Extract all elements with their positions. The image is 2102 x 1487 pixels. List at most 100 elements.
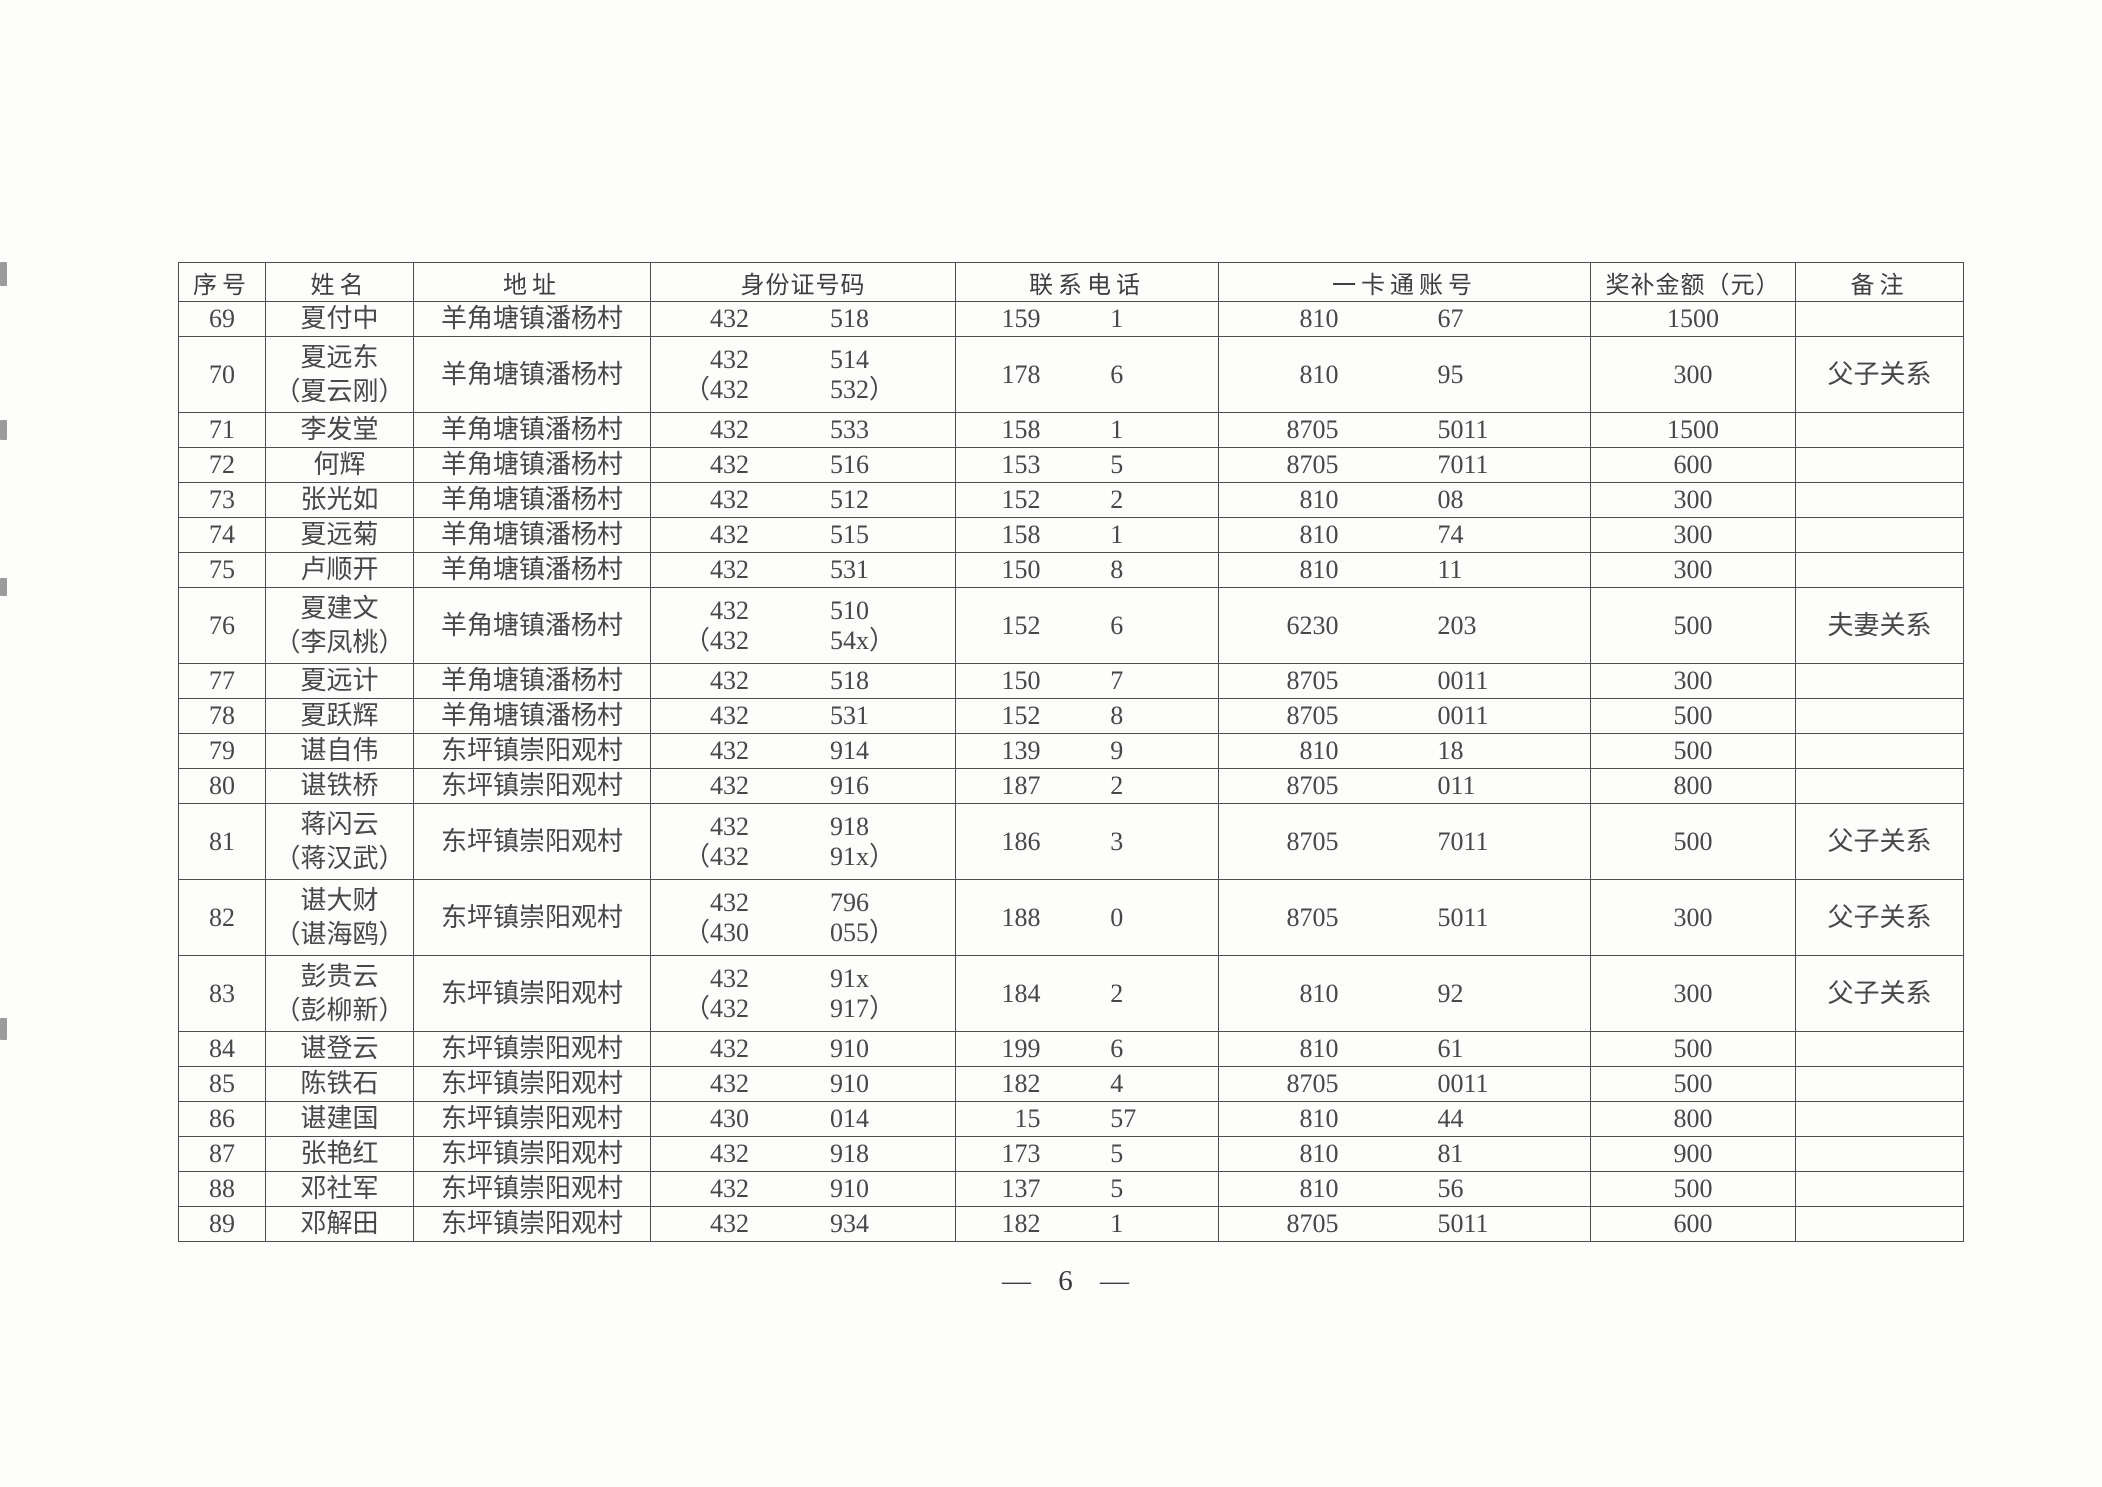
header-id-number: 身份证号码: [650, 262, 956, 302]
redacted-line: 810 67: [1221, 304, 1588, 334]
account-cell: 810 81: [1218, 1136, 1591, 1172]
name-line: （彭柳新）: [274, 995, 405, 1025]
number-prefix: 810: [1299, 1174, 1339, 1204]
number-prefix: 152: [1001, 701, 1041, 731]
phone-cell: 15 57: [955, 1101, 1219, 1137]
number-suffix: 1: [1110, 520, 1124, 550]
number-prefix: 8705: [1286, 450, 1339, 480]
address-cell: 羊角塘镇潘杨村: [413, 482, 651, 518]
address-cell: 东坪镇崇阳观村: [413, 955, 651, 1032]
name-line: 邓社军: [300, 1174, 379, 1204]
name-line: 张光如: [300, 485, 379, 515]
number-prefix: 432: [710, 304, 749, 334]
redacted-line: 810 44: [1221, 1104, 1588, 1134]
name-line: 夏跃辉: [300, 701, 379, 731]
number-prefix: 432: [710, 485, 749, 515]
account-cell: 810 92: [1218, 955, 1591, 1032]
serial-cell: 83: [178, 955, 266, 1032]
redacted-line: 150 7: [958, 666, 1216, 696]
amount-cell: 500: [1590, 587, 1796, 664]
number-prefix: 432: [710, 771, 749, 801]
phone-cell: 150 8: [955, 552, 1219, 588]
redacted-line: 810 81: [1221, 1139, 1588, 1169]
header-amount: 奖补金额（元）: [1590, 262, 1796, 302]
id-number-cell: 432 914: [650, 733, 956, 769]
name-cell: 谌铁桥: [265, 768, 414, 804]
number-suffix: 8: [1110, 701, 1124, 731]
name-cell: 张艳红: [265, 1136, 414, 1172]
number-suffix: 516: [830, 450, 869, 480]
number-suffix: 7011: [1437, 826, 1489, 856]
name-cell: 陈铁石: [265, 1066, 414, 1102]
number-suffix: 2: [1110, 485, 1124, 515]
number-prefix: 8705: [1286, 1069, 1339, 1099]
number-suffix: 533: [830, 415, 869, 445]
redacted-line: （430 055）: [653, 918, 953, 948]
number-prefix: 8705: [1286, 902, 1339, 932]
number-prefix: 432: [710, 520, 749, 550]
id-number-cell: 430 014: [650, 1101, 956, 1137]
redacted-line: 182 1: [958, 1209, 1216, 1239]
header-name: 姓名: [265, 262, 414, 302]
id-number-cell: 432 916: [650, 768, 956, 804]
number-suffix: 54x）: [830, 625, 896, 655]
phone-cell: 150 7: [955, 663, 1219, 699]
number-prefix: 152: [1001, 485, 1041, 515]
number-suffix: 0011: [1437, 666, 1489, 696]
number-prefix: 432: [710, 887, 749, 917]
name-line: 陈铁石: [300, 1069, 379, 1099]
number-prefix: 432: [710, 595, 749, 625]
account-cell: 8705 5011: [1218, 412, 1591, 448]
name-cell: 谌大财 （谌海鸥）: [265, 879, 414, 956]
address-cell: 东坪镇崇阳观村: [413, 1206, 651, 1242]
remark-cell: [1795, 768, 1964, 804]
address-cell: 羊角塘镇潘杨村: [413, 336, 651, 413]
number-prefix: 8705: [1286, 1209, 1339, 1239]
number-suffix: 5: [1110, 1174, 1124, 1204]
number-prefix: 186: [1001, 826, 1041, 856]
account-cell: 810 11: [1218, 552, 1591, 588]
remark-cell: [1795, 1136, 1964, 1172]
serial-cell: 71: [178, 412, 266, 448]
number-suffix: 5011: [1437, 902, 1489, 932]
phone-cell: 182 4: [955, 1066, 1219, 1102]
number-suffix: 56: [1437, 1174, 1464, 1204]
amount-cell: 800: [1590, 1101, 1796, 1137]
number-prefix: 810: [1299, 485, 1339, 515]
redacted-line: 178 6: [958, 360, 1216, 390]
phone-cell: 186 3: [955, 803, 1219, 880]
number-suffix: 7: [1110, 666, 1124, 696]
number-prefix: 810: [1299, 1034, 1339, 1064]
name-line: 何辉: [313, 450, 366, 480]
account-cell: 810 08: [1218, 482, 1591, 518]
name-cell: 何辉: [265, 447, 414, 483]
remark-cell: [1795, 698, 1964, 734]
redacted-line: 432 910: [653, 1034, 953, 1064]
redacted-line: 432 796: [653, 888, 953, 918]
account-cell: 8705 7011: [1218, 803, 1591, 880]
address-cell: 羊角塘镇潘杨村: [413, 587, 651, 664]
id-number-cell: 432 518: [650, 301, 956, 337]
table-row: 89 邓解田 东坪镇崇阳观村 432 934 182 1 8705 5011 600: [178, 1206, 1964, 1242]
serial-cell: 74: [178, 517, 266, 553]
table-row: 70 夏远东 （夏云刚） 羊角塘镇潘杨村 432 514 （432 532） 178 6 810 95…: [178, 336, 1964, 413]
number-suffix: 011: [1437, 771, 1476, 801]
serial-cell: 86: [178, 1101, 266, 1137]
remark-cell: [1795, 1171, 1964, 1207]
phone-cell: 152 2: [955, 482, 1219, 518]
redacted-line: 432 918: [653, 1139, 953, 1169]
id-number-cell: 432 515: [650, 517, 956, 553]
redacted-line: 137 5: [958, 1174, 1216, 1204]
number-suffix: 0: [1110, 902, 1124, 932]
id-number-cell: 432 516: [650, 447, 956, 483]
number-prefix: 182: [1001, 1209, 1041, 1239]
header-remark: 备注: [1795, 262, 1964, 302]
phone-cell: 188 0: [955, 879, 1219, 956]
redacted-line: 432 934: [653, 1209, 953, 1239]
redacted-line: （432 54x）: [653, 626, 953, 656]
number-prefix: 158: [1001, 415, 1041, 445]
name-line: 谌登云: [300, 1034, 379, 1064]
number-suffix: 1: [1110, 415, 1124, 445]
number-suffix: 95: [1437, 359, 1464, 389]
number-prefix: 810: [1299, 304, 1339, 334]
